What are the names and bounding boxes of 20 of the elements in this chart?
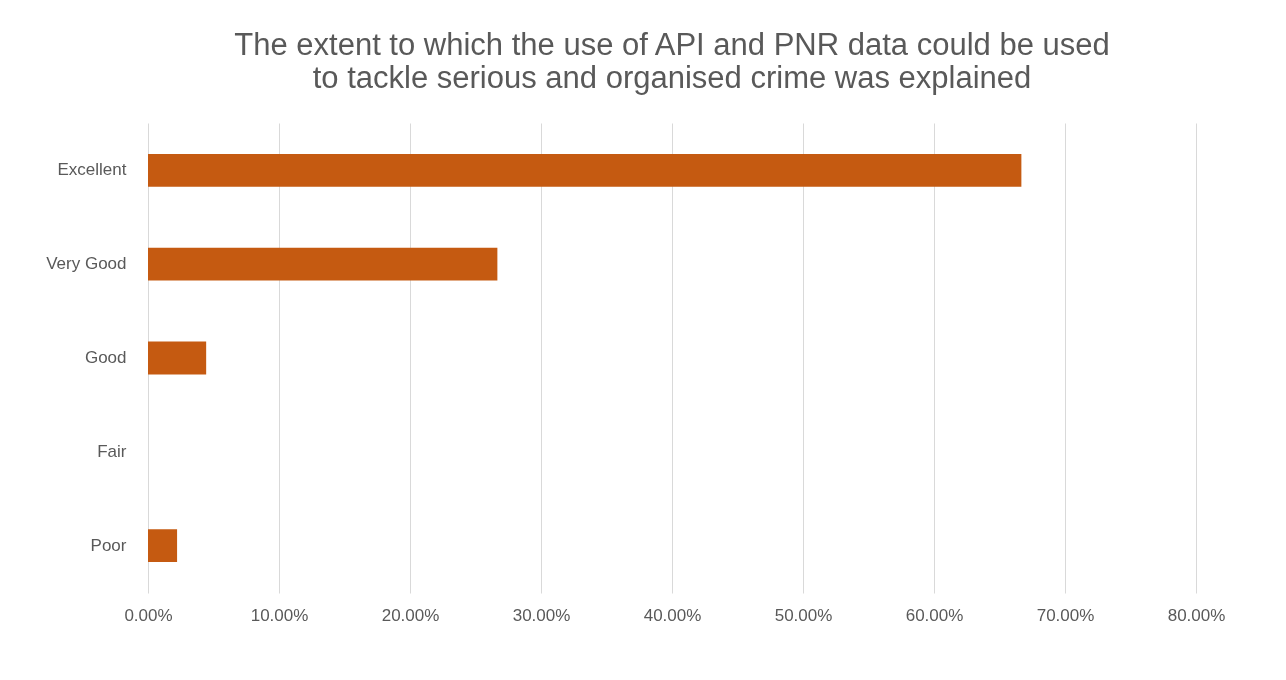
x-tick-label: 70.00% [1036,605,1095,625]
x-tick-label: 60.00% [905,605,964,625]
y-tick-label: Fair [97,441,127,461]
x-tick-label: 30.00% [512,605,571,625]
x-tick-label: 80.00% [1167,605,1226,625]
bar [148,529,178,563]
x-tick-label: 20.00% [381,605,440,625]
y-tick-label: Excellent [57,160,127,180]
bar [148,247,498,281]
x-tick-label: 50.00% [774,605,833,625]
bar [148,341,207,375]
x-tick-label: 40.00% [643,605,702,625]
y-tick-label: Good [84,348,127,367]
x-tick-label: 0.00% [124,605,173,625]
x-tick-label: 10.00% [250,605,309,625]
y-tick-label: Poor [90,535,127,555]
text: to tackle serious and organised crime was explained [312,60,1032,95]
y-tick-label: Very Good [46,254,127,274]
bar [148,153,1022,187]
text: The extent to which the use of API and PNR data could be used [234,27,1110,62]
